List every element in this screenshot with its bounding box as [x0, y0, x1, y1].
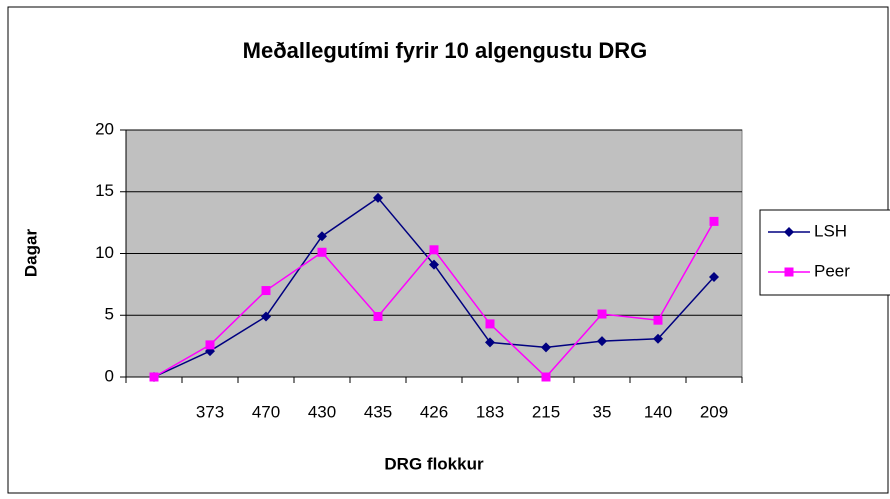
- data-point: [205, 340, 215, 350]
- data-point: [709, 216, 719, 226]
- legend-marker: [784, 267, 794, 277]
- y-tick-label: 5: [105, 305, 114, 324]
- x-tick-label: 470: [252, 402, 280, 421]
- data-point: [373, 311, 383, 321]
- data-point: [653, 315, 663, 325]
- data-point: [429, 245, 439, 255]
- data-point: [149, 372, 159, 382]
- legend-label: LSH: [814, 221, 847, 240]
- x-tick-label: 373: [196, 402, 224, 421]
- x-tick-label: 215: [532, 402, 560, 421]
- data-point: [261, 286, 271, 296]
- y-tick-label: 15: [95, 181, 114, 200]
- chart-title: Meðallegutími fyrir 10 algengustu DRG: [243, 38, 648, 63]
- x-tick-label: 35: [593, 402, 612, 421]
- y-tick-label: 0: [105, 366, 114, 385]
- x-tick-label: 209: [700, 402, 728, 421]
- data-point: [597, 309, 607, 319]
- x-tick-label: 426: [420, 402, 448, 421]
- data-point: [373, 192, 383, 203]
- data-point: [261, 311, 271, 322]
- data-point: [485, 337, 495, 348]
- y-tick-label: 10: [95, 243, 114, 262]
- data-point: [709, 271, 719, 282]
- x-tick-label: 430: [308, 402, 336, 421]
- data-point: [597, 336, 607, 347]
- data-point: [317, 247, 327, 257]
- x-tick-label: 140: [644, 402, 672, 421]
- x-axis-title: DRG flokkur: [384, 454, 484, 473]
- legend-box: [759, 209, 890, 296]
- data-point: [541, 372, 551, 382]
- data-point: [653, 333, 663, 344]
- data-point: [317, 231, 327, 242]
- data-point: [485, 319, 495, 329]
- legend-marker: [784, 227, 794, 237]
- x-tick-label: 183: [476, 402, 504, 421]
- legend-label: Peer: [814, 261, 850, 280]
- x-tick-label: 435: [364, 402, 392, 421]
- data-point: [429, 259, 439, 270]
- y-axis-title: Dagar: [21, 229, 40, 278]
- y-tick-label: 20: [95, 119, 114, 138]
- data-point: [541, 342, 551, 353]
